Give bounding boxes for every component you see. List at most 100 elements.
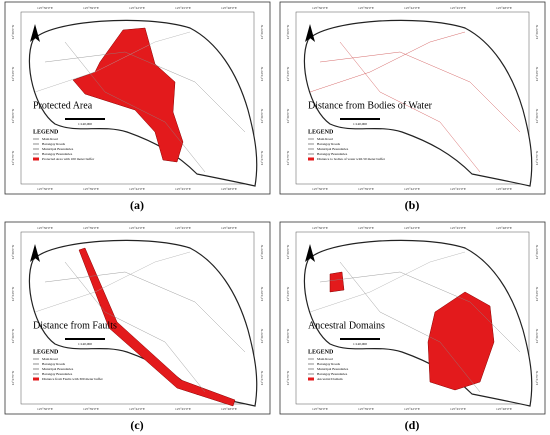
scale-bar bbox=[65, 338, 105, 340]
scale-label: 1:140,000 bbox=[353, 122, 367, 127]
longitude-label: 125°42'0"E bbox=[404, 226, 420, 230]
longitude-label: 125°39'0"E bbox=[358, 6, 374, 10]
longitude-label: 125°48'0"E bbox=[496, 226, 512, 230]
legend-item: Municipal Boundaries bbox=[317, 367, 349, 371]
latitude-label: 12°30'0"N bbox=[535, 328, 539, 343]
map-panel: 125°36'0"E 125°36'0"E 125°39'0"E 125°39'0"E… bbox=[279, 1, 546, 195]
map-inner-frame bbox=[20, 11, 255, 185]
longitude-label: 125°42'0"E bbox=[404, 187, 420, 191]
panel-caption: (b) bbox=[405, 198, 420, 212]
longitude-label: 125°48'0"E bbox=[221, 6, 237, 10]
longitude-label: 125°45'0"E bbox=[450, 226, 466, 230]
latitude-label: 12°27'0"N bbox=[11, 370, 15, 385]
longitude-label: 125°42'0"E bbox=[129, 6, 145, 10]
legend-item: Ancestral Domain bbox=[317, 377, 343, 381]
road bbox=[339, 41, 481, 173]
road bbox=[44, 271, 246, 353]
legend-symbol bbox=[33, 377, 39, 381]
map-inner-frame bbox=[295, 231, 530, 405]
longitude-label: 125°36'0"E bbox=[312, 407, 328, 411]
longitude-label: 125°39'0"E bbox=[358, 407, 374, 411]
latitude-label: 12°36'0"N bbox=[286, 244, 290, 259]
legend-heading: LEGEND bbox=[33, 349, 59, 355]
latitude-label: 12°30'0"N bbox=[260, 328, 264, 343]
latitude-label: 12°33'0"N bbox=[11, 66, 15, 81]
longitude-label: 125°42'0"E bbox=[129, 187, 145, 191]
legend-item: Municipal Boundaries bbox=[42, 147, 74, 151]
north-arrow bbox=[30, 244, 40, 262]
legend-item: Barangay Boundaries bbox=[317, 152, 348, 156]
latitude-label: 12°33'0"N bbox=[535, 286, 539, 301]
latitude-label: 12°30'0"N bbox=[11, 108, 15, 123]
latitude-label: 12°33'0"N bbox=[535, 66, 539, 81]
latitude-label: 12°27'0"N bbox=[535, 150, 539, 165]
legend-heading: LEGEND bbox=[308, 349, 334, 355]
longitude-label: 125°45'0"E bbox=[175, 226, 191, 230]
longitude-label: 125°45'0"E bbox=[450, 6, 466, 10]
island bbox=[28, 239, 258, 407]
longitude-label: 125°45'0"E bbox=[450, 407, 466, 411]
legend-item: Protected Area with 100 meter buffer bbox=[42, 157, 95, 161]
legend-item: Main Road bbox=[317, 137, 333, 141]
panel-caption: (d) bbox=[405, 418, 420, 432]
map-panel: 125°36'0"E 125°36'0"E 125°39'0"E 125°39'0"E… bbox=[4, 1, 271, 195]
map-inner-frame bbox=[20, 231, 255, 405]
longitude-label: 125°39'0"E bbox=[358, 187, 374, 191]
longitude-label: 125°48'0"E bbox=[496, 6, 512, 10]
legend-item: Barangay Boundaries bbox=[42, 152, 73, 156]
legend-heading: LEGEND bbox=[33, 129, 59, 135]
scale-label: 1:140,000 bbox=[78, 122, 92, 127]
road bbox=[64, 261, 206, 393]
legend-item: Barangay Roads bbox=[317, 362, 341, 366]
longitude-label: 125°36'0"E bbox=[37, 6, 53, 10]
road bbox=[34, 251, 191, 313]
latitude-label: 12°36'0"N bbox=[286, 24, 290, 39]
latitude-label: 12°36'0"N bbox=[535, 24, 539, 39]
longitude-label: 125°36'0"E bbox=[312, 226, 328, 230]
panel-caption: (a) bbox=[130, 198, 144, 212]
longitude-label: 125°36'0"E bbox=[312, 187, 328, 191]
north-arrow bbox=[30, 24, 40, 42]
latitude-label: 12°36'0"N bbox=[260, 24, 264, 39]
latitude-label: 12°27'0"N bbox=[260, 370, 264, 385]
longitude-label: 125°36'0"E bbox=[37, 407, 53, 411]
legend-item: Barangay Boundaries bbox=[42, 372, 73, 376]
longitude-label: 125°45'0"E bbox=[450, 187, 466, 191]
latitude-label: 12°33'0"N bbox=[286, 66, 290, 81]
longitude-label: 125°45'0"E bbox=[175, 407, 191, 411]
latitude-label: 12°27'0"N bbox=[535, 370, 539, 385]
panel-title: Ancestral Domains bbox=[308, 320, 385, 331]
longitude-label: 125°48'0"E bbox=[221, 187, 237, 191]
latitude-label: 12°27'0"N bbox=[11, 150, 15, 165]
latitude-label: 12°36'0"N bbox=[11, 24, 15, 39]
scale-label: 1:140,000 bbox=[78, 342, 92, 347]
longitude-label: 125°39'0"E bbox=[83, 187, 99, 191]
road bbox=[64, 41, 206, 173]
legend-item: Barangay Roads bbox=[42, 142, 66, 146]
legend-item: Main Road bbox=[42, 137, 58, 141]
longitude-label: 125°48'0"E bbox=[221, 407, 237, 411]
island bbox=[303, 19, 533, 187]
road bbox=[319, 271, 521, 353]
panel-title: Distance from Faults bbox=[33, 320, 117, 331]
legend-item: Barangay Boundaries bbox=[317, 372, 348, 376]
latitude-label: 12°36'0"N bbox=[11, 244, 15, 259]
longitude-label: 125°39'0"E bbox=[83, 407, 99, 411]
scale-label: 1:140,000 bbox=[353, 342, 367, 347]
legend-item: Municipal Boundaries bbox=[317, 147, 349, 151]
legend-item: Barangay Roads bbox=[317, 142, 341, 146]
road bbox=[44, 51, 246, 133]
longitude-label: 125°42'0"E bbox=[404, 6, 420, 10]
latitude-label: 12°33'0"N bbox=[260, 66, 264, 81]
road bbox=[309, 251, 466, 313]
longitude-label: 125°48'0"E bbox=[496, 187, 512, 191]
panel-caption: (c) bbox=[130, 418, 143, 432]
longitude-label: 125°39'0"E bbox=[358, 226, 374, 230]
panel-title: Distance from Bodies of Water bbox=[308, 100, 433, 111]
road bbox=[34, 31, 191, 93]
legend-item: Barangay Roads bbox=[42, 362, 66, 366]
map-panel: 125°36'0"E 125°36'0"E 125°39'0"E 125°39'0"E… bbox=[279, 221, 546, 415]
map-inner-frame bbox=[295, 11, 530, 185]
latitude-label: 12°30'0"N bbox=[535, 108, 539, 123]
longitude-label: 125°36'0"E bbox=[37, 187, 53, 191]
